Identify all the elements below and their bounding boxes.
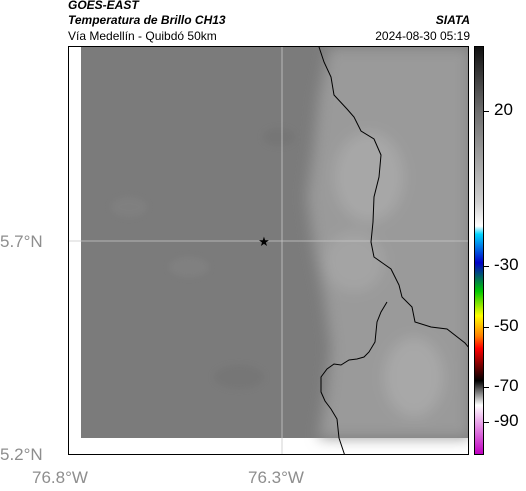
lon-label-right: 76.3°W bbox=[248, 468, 304, 487]
colorbar-tick-20 bbox=[484, 111, 489, 112]
colorbar-label-minus30: -30 bbox=[494, 255, 519, 274]
route-label: Vía Medellín - Quibdó 50km bbox=[68, 29, 217, 43]
boundary-line bbox=[318, 47, 468, 348]
light-region bbox=[307, 47, 468, 438]
lon-label-left: 76.8°W bbox=[32, 468, 88, 487]
colorbar-label-20: 20 bbox=[494, 100, 513, 119]
colorbar-label-minus70: -70 bbox=[494, 376, 519, 395]
brightness-temperature-layer: ★ bbox=[69, 47, 468, 454]
lat-label-upper: 5.7°N bbox=[0, 232, 43, 251]
satellite-map[interactable]: ★ bbox=[68, 46, 469, 455]
colorbar-label-minus90: -90 bbox=[494, 411, 519, 430]
satellite-title: GOES-EAST bbox=[68, 0, 139, 12]
colorbar-tick-minus50 bbox=[484, 327, 489, 328]
colorbar-tick-minus70 bbox=[484, 387, 489, 388]
colorbar-tick-minus90 bbox=[484, 422, 489, 423]
agency-label: SIATA bbox=[435, 13, 470, 27]
star-icon[interactable]: ★ bbox=[258, 235, 270, 250]
colorbar-label-minus50: -50 bbox=[494, 316, 519, 335]
datetime-label: 2024-08-30 05:19 bbox=[375, 29, 470, 43]
product-title: Temperatura de Brillo CH13 bbox=[68, 13, 226, 27]
lat-label-lower: 5.2°N bbox=[0, 445, 43, 464]
coastline bbox=[320, 301, 388, 454]
colorbar-tick-minus30 bbox=[484, 266, 489, 267]
colorbar bbox=[474, 46, 484, 455]
